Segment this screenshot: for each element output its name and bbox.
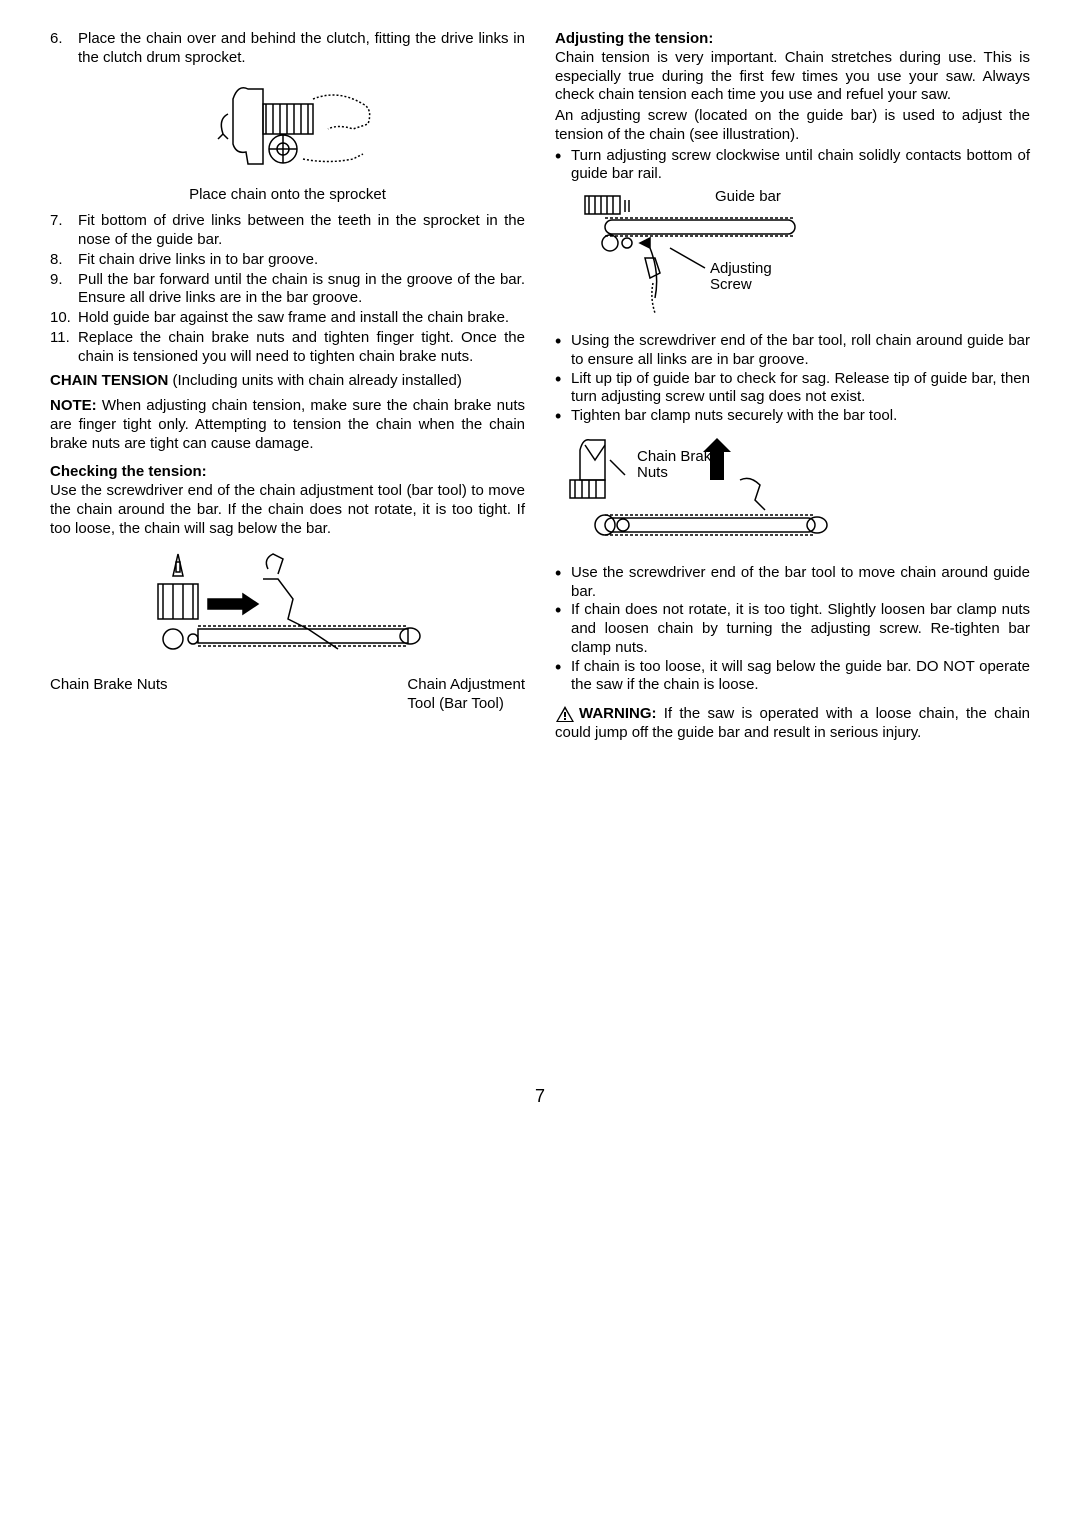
bullet-text: Use the screwdriver end of the bar tool … xyxy=(571,564,1030,602)
bullet-item: • Lift up tip of guide bar to check for … xyxy=(555,370,1030,408)
chain-tension-rest: (Including units with chain already inst… xyxy=(168,372,462,389)
bullet-icon: • xyxy=(555,658,571,696)
bullet-icon: • xyxy=(555,407,571,426)
list-item: 11. Replace the chain brake nuts and tig… xyxy=(50,329,525,367)
figure-label-guide-bar: Guide bar xyxy=(715,188,781,207)
bullet-list-2: • Using the screwdriver end of the bar t… xyxy=(555,332,1030,426)
bullet-text: Using the screwdriver end of the bar too… xyxy=(571,332,1030,370)
figure-chain-brake-nuts-wrapper: Chain Brake Nuts xyxy=(555,430,1030,560)
bullet-text: If chain is too loose, it will sag below… xyxy=(571,658,1030,696)
bullet-item: • If chain does not rotate, it is too ti… xyxy=(555,601,1030,657)
chain-tension-heading: CHAIN TENSION xyxy=(50,372,168,389)
note-rest: When adjusting chain tension, make sure … xyxy=(50,397,525,452)
list-number: 9. xyxy=(50,271,78,309)
warning-paragraph: WARNING: If the saw is operated with a l… xyxy=(555,705,1030,743)
adjusting-tension-heading: Adjusting the tension: xyxy=(555,30,1030,49)
bullet-list-3: • Use the screwdriver end of the bar too… xyxy=(555,564,1030,695)
bullet-icon: • xyxy=(555,147,571,185)
figure-caption: Place chain onto the sprocket xyxy=(50,186,525,205)
list-item: 9. Pull the bar forward until the chain … xyxy=(50,271,525,309)
list-text: Fit bottom of drive links between the te… xyxy=(78,212,525,250)
list-number: 7. xyxy=(50,212,78,250)
bullet-icon: • xyxy=(555,370,571,408)
bullet-icon: • xyxy=(555,601,571,657)
figure-label-screw: Screw xyxy=(710,276,752,295)
list-number: 8. xyxy=(50,251,78,270)
figure-guide-bar-icon xyxy=(555,188,835,328)
note-heading: NOTE: xyxy=(50,397,97,414)
bullet-text: Turn adjusting screw clockwise until cha… xyxy=(571,147,1030,185)
list-text: Pull the bar forward until the chain is … xyxy=(78,271,525,309)
left-column: 6. Place the chain over and behind the c… xyxy=(50,30,525,745)
note-paragraph: NOTE: When adjusting chain tension, make… xyxy=(50,397,525,453)
bullet-item: • Tighten bar clamp nuts securely with t… xyxy=(555,407,1030,426)
list-text: Place the chain over and behind the clut… xyxy=(78,30,525,68)
bullet-text: If chain does not rotate, it is too tigh… xyxy=(571,601,1030,657)
list-text: Fit chain drive links in to bar groove. xyxy=(78,251,525,270)
adjusting-paragraph-2: An adjusting screw (located on the guide… xyxy=(555,107,1030,145)
right-column: Adjusting the tension: Chain tension is … xyxy=(555,30,1030,745)
bullet-list-1: • Turn adjusting screw clockwise until c… xyxy=(555,147,1030,185)
list-number: 6. xyxy=(50,30,78,68)
page-number: 7 xyxy=(50,1085,1030,1108)
figure-label-nuts: Nuts xyxy=(637,464,668,483)
warning-triangle-icon xyxy=(555,705,575,723)
bullet-item: • Turn adjusting screw clockwise until c… xyxy=(555,147,1030,185)
figure-guide-bar-wrapper: Guide bar Adjusting Screw xyxy=(555,188,1030,328)
figure-labels: Chain Brake Nuts Chain Adjustment Tool (… xyxy=(50,676,525,714)
bullet-icon: • xyxy=(555,564,571,602)
figure-bar-tool-icon xyxy=(148,544,428,674)
page-content: 6. Place the chain over and behind the c… xyxy=(50,30,1030,745)
ordered-list-part1: 6. Place the chain over and behind the c… xyxy=(50,30,525,68)
figure-label-left: Chain Brake Nuts xyxy=(50,676,168,714)
bullet-item: • Use the screwdriver end of the bar too… xyxy=(555,564,1030,602)
list-number: 11. xyxy=(50,329,78,367)
list-item: 8. Fit chain drive links in to bar groov… xyxy=(50,251,525,270)
list-text: Replace the chain brake nuts and tighten… xyxy=(78,329,525,367)
list-item: 7. Fit bottom of drive links between the… xyxy=(50,212,525,250)
list-text: Hold guide bar against the saw frame and… xyxy=(78,309,525,328)
checking-tension-paragraph: Use the screwdriver end of the chain adj… xyxy=(50,482,525,538)
figure-sprocket-icon xyxy=(188,74,388,184)
list-number: 10. xyxy=(50,309,78,328)
adjusting-paragraph-1: Chain tension is very important. Chain s… xyxy=(555,49,1030,105)
bullet-item: • Using the screwdriver end of the bar t… xyxy=(555,332,1030,370)
list-item: 6. Place the chain over and behind the c… xyxy=(50,30,525,68)
warning-heading: WARNING: xyxy=(579,705,657,722)
bullet-text: Tighten bar clamp nuts securely with the… xyxy=(571,407,1030,426)
checking-tension-heading: Checking the tension: xyxy=(50,463,525,482)
list-item: 10. Hold guide bar against the saw frame… xyxy=(50,309,525,328)
bullet-item: • If chain is too loose, it will sag bel… xyxy=(555,658,1030,696)
ordered-list-part2: 7. Fit bottom of drive links between the… xyxy=(50,212,525,366)
bullet-text: Lift up tip of guide bar to check for sa… xyxy=(571,370,1030,408)
bullet-icon: • xyxy=(555,332,571,370)
chain-tension-paragraph: CHAIN TENSION (Including units with chai… xyxy=(50,372,525,391)
figure-label-right: Chain Adjustment Tool (Bar Tool) xyxy=(407,676,525,714)
